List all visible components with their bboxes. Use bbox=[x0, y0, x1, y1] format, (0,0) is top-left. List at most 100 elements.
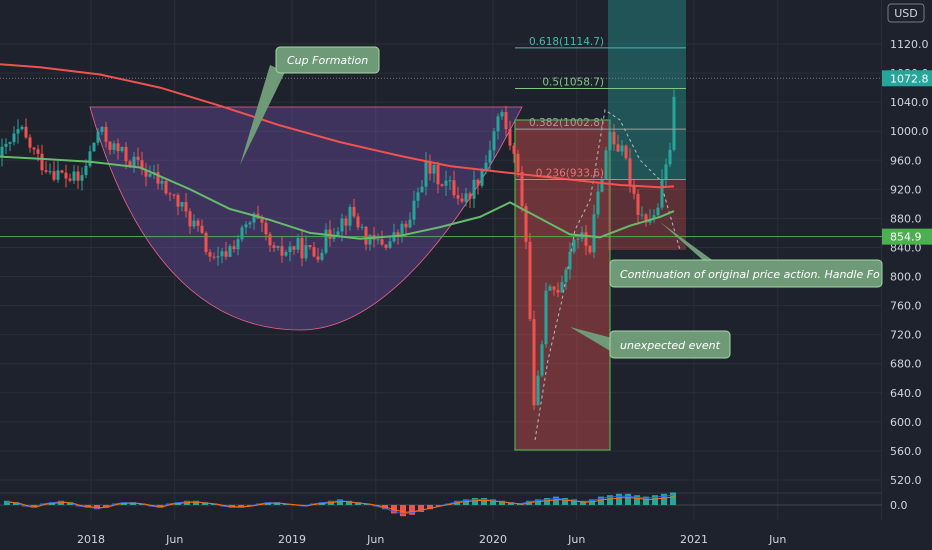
candle-body bbox=[208, 252, 212, 257]
fib-level-label: 0.5(1058.7) bbox=[542, 77, 604, 89]
candle-body bbox=[408, 219, 412, 228]
candle-body bbox=[616, 144, 620, 152]
indicator-zero-label: 0.0 bbox=[890, 499, 908, 512]
y-tick-label: 1000.0 bbox=[890, 125, 929, 138]
candle-body bbox=[36, 149, 40, 154]
candle-body bbox=[384, 244, 388, 248]
candle-body bbox=[424, 161, 428, 187]
y-axis[interactable]: 1120.01080.01040.01000.0960.0920.0880.08… bbox=[882, 0, 932, 520]
fib-level-label: 0.236(933.6) bbox=[536, 167, 604, 179]
candle-body bbox=[240, 227, 244, 240]
candle-body bbox=[160, 180, 164, 184]
candle-body bbox=[144, 169, 148, 177]
y-tick-label: 840.0 bbox=[890, 241, 922, 254]
candle-body bbox=[420, 186, 424, 193]
candle-body bbox=[88, 151, 92, 166]
candle-body bbox=[572, 239, 576, 252]
handle-callout-text: Continuation of original price action. H… bbox=[620, 268, 880, 281]
candle-body bbox=[300, 238, 304, 259]
indicator-bar bbox=[202, 502, 208, 505]
candle-body bbox=[624, 145, 628, 159]
candle-body bbox=[608, 131, 612, 151]
handle-callout-pointer bbox=[660, 222, 715, 262]
candle-body bbox=[364, 226, 368, 245]
cup-callout-pointer bbox=[240, 65, 285, 165]
candle-body bbox=[532, 319, 536, 406]
y-tick-label: 520.0 bbox=[890, 474, 922, 487]
candle-body bbox=[524, 206, 528, 242]
candle-body bbox=[496, 116, 500, 132]
candle-body bbox=[548, 286, 552, 291]
indicator-bar bbox=[544, 498, 550, 505]
price-label-text: 1072.8 bbox=[890, 72, 929, 85]
x-tick-label: Jun bbox=[768, 533, 786, 546]
candle-body bbox=[388, 241, 392, 248]
candle-body bbox=[472, 179, 476, 199]
candle-body bbox=[76, 171, 80, 181]
candle-body bbox=[512, 145, 516, 154]
indicator-bar bbox=[598, 496, 604, 505]
candle-body bbox=[112, 143, 116, 150]
candle-body bbox=[60, 170, 64, 173]
candle-body bbox=[636, 193, 640, 215]
candle-body bbox=[480, 170, 484, 186]
y-tick-label: 760.0 bbox=[890, 300, 922, 313]
candle-body bbox=[192, 220, 196, 227]
candle-body bbox=[324, 229, 328, 253]
indicator-bar bbox=[346, 500, 352, 505]
candle-body bbox=[40, 153, 44, 171]
candle-body bbox=[592, 214, 596, 253]
moving-average-line bbox=[0, 155, 675, 240]
indicator-bar bbox=[400, 505, 406, 517]
y-tick-label: 960.0 bbox=[890, 154, 922, 167]
x-tick-label: 2018 bbox=[77, 533, 105, 546]
candle-body bbox=[360, 226, 364, 228]
indicator-bar bbox=[607, 495, 613, 505]
candle-body bbox=[556, 289, 560, 293]
candle-body bbox=[212, 256, 216, 258]
x-axis[interactable]: 2018 Jun 2019 Jun 2020 Jun 2021 Jun bbox=[0, 528, 932, 550]
candle-body bbox=[80, 175, 84, 181]
candle-body bbox=[460, 198, 464, 202]
indicator-line-1 bbox=[6, 494, 674, 515]
candle-body bbox=[204, 232, 208, 253]
candle-body bbox=[8, 142, 12, 144]
candle-body bbox=[188, 211, 192, 227]
candle-body bbox=[12, 133, 16, 143]
indicator-bar bbox=[643, 496, 649, 505]
indicator-bar bbox=[553, 496, 559, 505]
candle-body bbox=[452, 180, 456, 196]
candle-body bbox=[196, 220, 200, 226]
candle-body bbox=[68, 178, 72, 181]
x-tick-label: Jun bbox=[165, 533, 183, 546]
fib-level-label: 0.618(1114.7) bbox=[529, 36, 604, 48]
candle-body bbox=[568, 251, 572, 270]
currency-button[interactable]: USD bbox=[887, 3, 925, 23]
moving-average-line bbox=[0, 63, 675, 189]
candle-body bbox=[24, 126, 28, 138]
candle-body bbox=[516, 153, 520, 172]
event-callout-box bbox=[609, 330, 731, 359]
candle-body bbox=[672, 96, 676, 150]
y-tick-label: 560.0 bbox=[890, 445, 922, 458]
candle-body bbox=[236, 239, 240, 250]
candle-body bbox=[16, 129, 20, 134]
candle-body bbox=[140, 160, 144, 170]
candle-body bbox=[492, 131, 496, 151]
candle-body bbox=[292, 246, 296, 250]
candle-body bbox=[248, 222, 252, 225]
candle-body bbox=[340, 218, 344, 232]
candle-body bbox=[232, 246, 236, 250]
fibonacci-levels: 0.618(1114.7) 0.5(1058.7) 0.382(1002.8) 0.2… bbox=[515, 36, 686, 180]
indicator-line-2 bbox=[9, 496, 677, 513]
indicator-bar bbox=[355, 502, 361, 505]
x-tick-label: Jun bbox=[567, 533, 585, 546]
candle-body bbox=[352, 206, 356, 217]
candle-body bbox=[96, 131, 100, 143]
fib-level-label: 0.382(1002.8) bbox=[529, 117, 604, 129]
candle-body bbox=[484, 162, 488, 171]
candle-body bbox=[468, 193, 472, 199]
candle-body bbox=[344, 218, 348, 226]
